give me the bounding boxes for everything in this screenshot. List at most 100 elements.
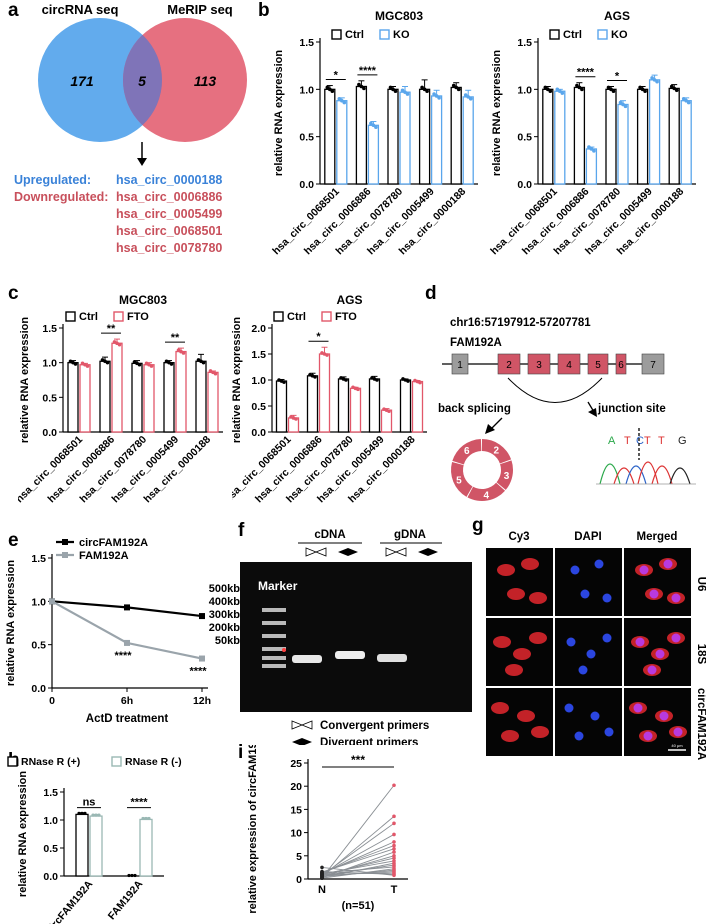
x-tick-label: 12h xyxy=(193,695,211,707)
legend-label: KO xyxy=(393,29,410,41)
nucleus-signal xyxy=(564,703,574,713)
bar xyxy=(324,88,336,185)
data-point xyxy=(543,85,548,90)
ring-segment xyxy=(452,439,482,465)
panel-label-i: i xyxy=(238,742,244,763)
data-point xyxy=(130,873,134,878)
micrograph-cell xyxy=(486,548,553,616)
venn-left-title: circRNA seq xyxy=(42,2,119,17)
bar xyxy=(195,360,207,433)
cdna-label: cDNA xyxy=(314,529,345,541)
nucleus-signal xyxy=(673,727,683,737)
bar xyxy=(337,378,350,433)
y-axis-label: relative expression of circFAM192A xyxy=(247,745,259,914)
nucleus-signal xyxy=(580,589,590,599)
size-label: 300kb xyxy=(209,609,240,621)
micrograph-grid: 40 μm xyxy=(486,548,691,756)
exon-number: 5 xyxy=(595,360,601,371)
y-tick-label: 0.0 xyxy=(42,427,57,439)
venn-right-count: 113 xyxy=(194,73,217,89)
data-point xyxy=(422,87,427,92)
data-point xyxy=(328,87,332,92)
nucleus-signal xyxy=(566,637,576,647)
micrograph-cell xyxy=(555,688,622,756)
paired-scatter-chart: 0 5 10 15 20 25 relative expression of circFAM… xyxy=(247,745,408,914)
bar xyxy=(355,85,368,185)
locus-label: chr16:57197912-57207781 xyxy=(450,317,591,329)
y-tick-label: 25 xyxy=(290,758,302,770)
data-point xyxy=(393,89,398,94)
data-point xyxy=(640,87,645,92)
splice-arc xyxy=(507,377,603,403)
data-point xyxy=(623,104,628,109)
nucleus-signal xyxy=(647,665,657,675)
bar xyxy=(143,364,155,433)
base-letter: T xyxy=(624,435,631,447)
data-point xyxy=(391,87,395,92)
cdna-convergent-band xyxy=(292,655,322,663)
venn-right-title: MeRIP seq xyxy=(167,2,233,17)
row-label: circFAM192A xyxy=(695,688,706,760)
y-tick-label: 1.0 xyxy=(299,84,314,96)
nucleus-signal xyxy=(633,703,643,713)
divergent-primer-icon xyxy=(338,548,358,556)
y-tick-label: 1.0 xyxy=(42,358,57,370)
exon-box xyxy=(587,353,609,375)
data-point xyxy=(575,83,579,88)
data-point xyxy=(558,89,562,94)
nucleus-signal xyxy=(671,593,681,603)
row-label: U6 xyxy=(695,577,706,592)
base-letter: T xyxy=(658,435,665,447)
x-tick-label: T xyxy=(391,884,398,896)
bar xyxy=(89,815,103,877)
bar xyxy=(648,79,661,185)
data-point xyxy=(320,872,324,877)
trace-peak xyxy=(651,465,673,485)
legend-label: FTO xyxy=(127,311,149,323)
nucleus-signal xyxy=(649,589,659,599)
bar xyxy=(163,362,175,433)
significance-label: * xyxy=(334,70,339,82)
legend-swatch xyxy=(597,29,608,40)
legend-label: RNase R (+) xyxy=(21,756,80,768)
legend-label: RNase R (-) xyxy=(125,756,182,768)
data-point xyxy=(362,86,366,91)
data-marker xyxy=(124,639,130,646)
significance-label: * xyxy=(615,70,620,82)
nucleus-signal xyxy=(602,633,612,643)
y-tick-label: 0.5 xyxy=(43,843,58,855)
y-axis-label: relative RNA expression xyxy=(19,317,31,443)
data-point xyxy=(650,76,654,80)
data-point xyxy=(418,380,422,385)
venn-overlap-count: 5 xyxy=(138,73,146,89)
bar xyxy=(318,353,331,433)
bar xyxy=(131,362,143,433)
bar xyxy=(680,100,692,185)
ladder-band xyxy=(262,634,286,638)
significance-label: **** xyxy=(577,67,595,79)
gel-bands xyxy=(262,608,407,668)
ladder-band xyxy=(262,608,286,612)
data-point xyxy=(684,98,688,103)
junction-label: junction site xyxy=(597,403,666,415)
ring-label: 4 xyxy=(484,491,490,502)
gel-size-labels: 500kb 400kb 300kb 200kb 50kb xyxy=(209,583,240,647)
cytoplasm-signal xyxy=(491,702,509,714)
y-tick-label: 0.5 xyxy=(517,132,532,144)
data-point xyxy=(405,92,410,96)
data-point xyxy=(85,364,90,368)
nucleus-signal xyxy=(590,711,600,721)
pair-line xyxy=(321,784,395,879)
significance-label: ns xyxy=(83,797,96,809)
nucleus-signal xyxy=(639,565,649,575)
legend-label: circFAM192A xyxy=(79,537,148,549)
ring-label: 2 xyxy=(494,446,500,457)
significance-label: ** xyxy=(107,323,116,335)
nucleus-signal xyxy=(570,565,580,575)
data-point xyxy=(344,378,348,382)
legend-label: Ctrl xyxy=(79,311,98,323)
bar-chart-mgc803-ko: MGC803 relative RNA expression 0.0 0.5 1.0 1.… xyxy=(270,9,478,257)
bar xyxy=(462,96,474,185)
data-point xyxy=(392,832,396,837)
